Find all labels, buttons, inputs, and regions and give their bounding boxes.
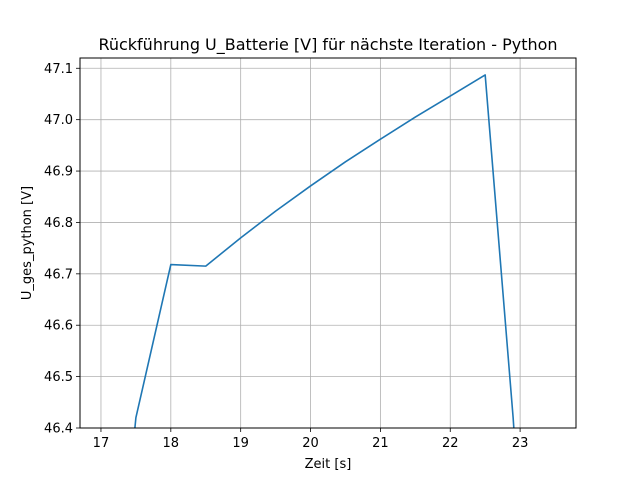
x-tick-label: 20 xyxy=(302,436,319,451)
x-tick-label: 21 xyxy=(372,436,389,451)
y-tick-label: 46.8 xyxy=(44,216,73,231)
plot-area-frame xyxy=(79,57,577,429)
series-line xyxy=(134,74,515,428)
y-tick-label: 47.0 xyxy=(44,113,73,128)
y-tick-label: 46.7 xyxy=(44,267,73,282)
series-layer xyxy=(134,74,515,428)
y-tick-label: 46.5 xyxy=(44,370,73,385)
y-tick-label: 46.9 xyxy=(44,165,73,180)
y-tick-label: 46.6 xyxy=(44,319,73,334)
x-tick-label: 23 xyxy=(512,436,529,451)
x-tick-label: 19 xyxy=(232,436,249,451)
x-axis-label: Zeit [s] xyxy=(305,457,352,472)
y-tick-label: 47.1 xyxy=(44,62,73,77)
chart-title: Rückführung U_Batterie [V] für nächste I… xyxy=(98,35,557,55)
x-tick-label: 22 xyxy=(442,436,459,451)
y-tick-label: 46.4 xyxy=(44,422,73,437)
y-axis-label: U_ges_python [V] xyxy=(20,186,35,300)
y-axis-ticks: 46.4 46.5 46.6 46.7 46.8 46.9 47.0 47.1 xyxy=(44,62,80,437)
x-tick-label: 17 xyxy=(93,436,110,451)
x-tick-label: 18 xyxy=(163,436,180,451)
x-axis-ticks: 17 18 19 20 21 22 23 xyxy=(93,428,529,451)
